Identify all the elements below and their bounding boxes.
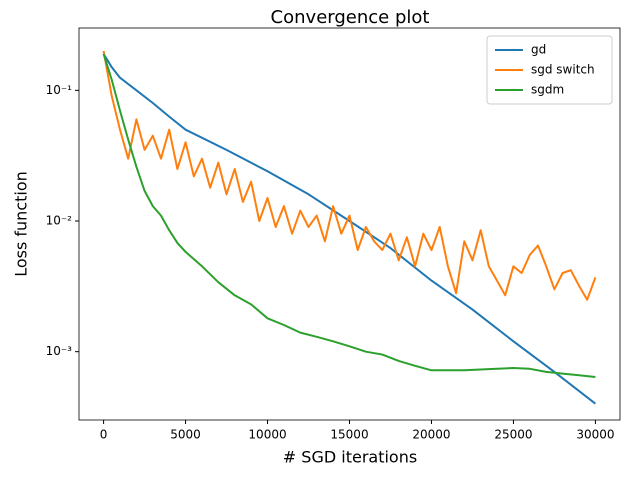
x-tick-label: 15000 bbox=[330, 428, 368, 442]
chart-title: Convergence plot bbox=[271, 7, 430, 28]
legend-box bbox=[486, 35, 613, 105]
plot-frame bbox=[78, 27, 621, 421]
y-axis-label: Loss function bbox=[12, 171, 31, 277]
x-tick-label: 5000 bbox=[170, 428, 201, 442]
series-line bbox=[102, 53, 597, 405]
y-tick-label: 10⁻¹ bbox=[46, 83, 73, 97]
y-tick-label: 10⁻³ bbox=[46, 344, 73, 358]
legend-label: gd bbox=[531, 43, 546, 57]
series-line bbox=[102, 53, 596, 378]
series-line bbox=[102, 50, 597, 301]
x-tick-label: 20000 bbox=[412, 428, 450, 442]
x-tick-label: 10000 bbox=[248, 428, 286, 442]
legend-label: sgd switch bbox=[531, 63, 595, 77]
x-tick-label: 25000 bbox=[494, 428, 532, 442]
legend-label: sgdm bbox=[531, 83, 564, 97]
x-tick-label: 30000 bbox=[576, 428, 614, 442]
x-tick-label: 0 bbox=[100, 428, 108, 442]
x-axis-label: # SGD iterations bbox=[283, 448, 417, 467]
y-tick-label: 10⁻² bbox=[46, 214, 73, 228]
